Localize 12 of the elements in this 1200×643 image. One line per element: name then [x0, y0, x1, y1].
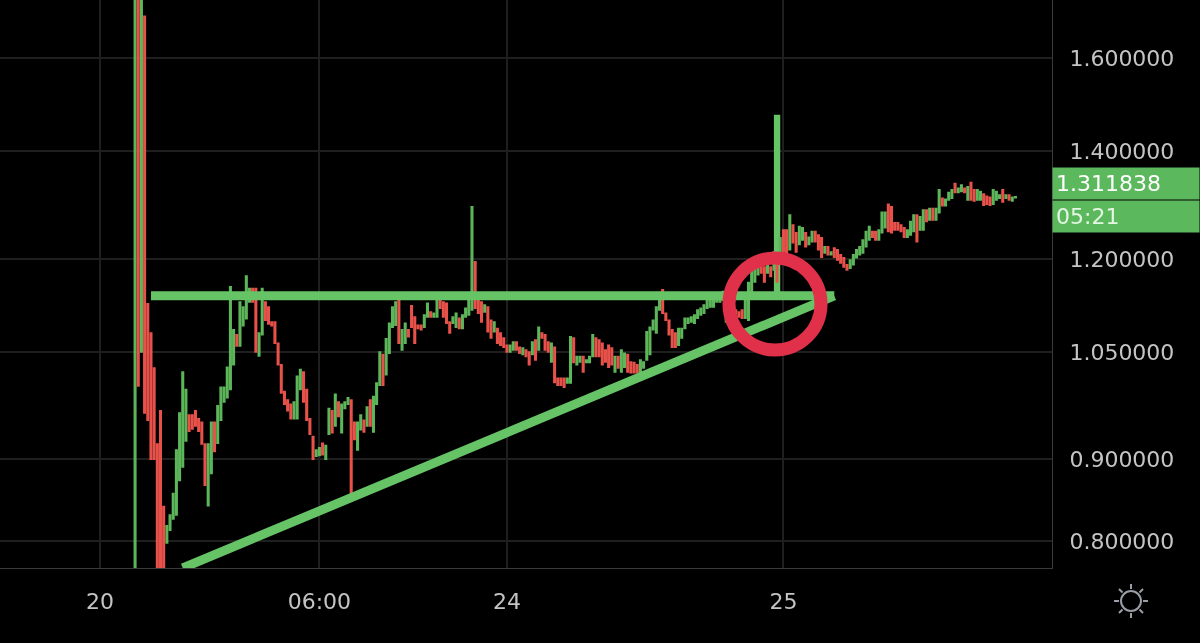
- x-tick-label: 25: [769, 589, 798, 615]
- x-tick-label: 06:00: [287, 589, 352, 615]
- y-tick-label: 1.400000: [1069, 139, 1175, 165]
- text: 05:21: [1056, 204, 1120, 229]
- y-tick-label: 0.900000: [1069, 447, 1175, 473]
- y-tick-label: 1.050000: [1069, 339, 1175, 365]
- text: 1.311838: [1056, 171, 1161, 196]
- x-tick-label: 20: [86, 589, 115, 615]
- x-tick-label: 24: [492, 589, 521, 615]
- y-tick-label: 1.600000: [1069, 46, 1175, 72]
- y-tick-label: 1.200000: [1069, 246, 1175, 272]
- y-tick-label: 0.800000: [1069, 529, 1175, 555]
